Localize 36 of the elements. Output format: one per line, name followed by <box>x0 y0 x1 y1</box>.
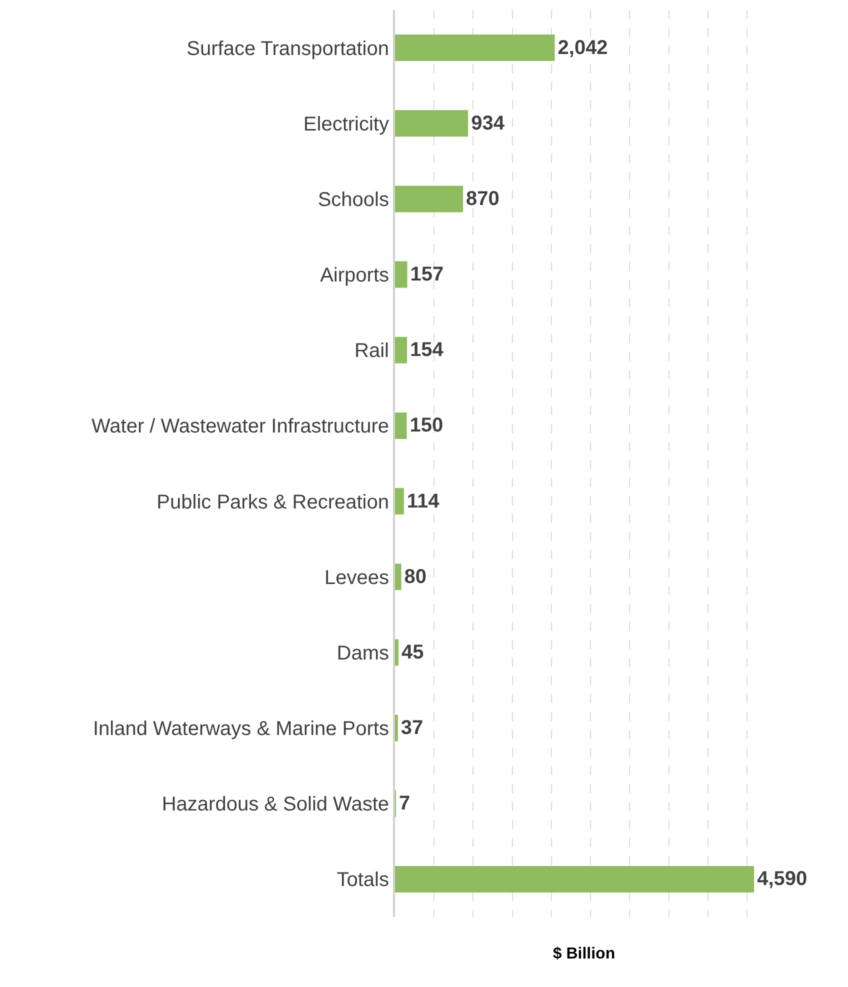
bar <box>395 110 468 137</box>
y-tick-label: Totals <box>336 869 389 892</box>
data-label: 4,590 <box>757 868 808 890</box>
y-tick-label: Inland Waterways & Marine Ports <box>92 718 389 740</box>
y-tick-label: Water / Wastewater Infrastructure <box>92 416 389 438</box>
bar <box>395 639 399 666</box>
data-label: 157 <box>410 264 444 286</box>
y-tick-label: Schools <box>318 188 389 211</box>
data-label: 37 <box>400 717 424 740</box>
y-tick-label: Levees <box>324 566 389 589</box>
data-label: 114 <box>406 490 440 512</box>
bar <box>395 488 404 515</box>
data-label: 45 <box>402 641 424 664</box>
bar <box>395 714 398 742</box>
x-axis-title: $ Billion <box>552 946 616 963</box>
data-label: 870 <box>466 188 500 210</box>
y-tick-label: Surface Transportation <box>186 38 389 60</box>
bar <box>395 261 408 288</box>
y-tick-label: Electricity <box>303 113 389 136</box>
data-label: 154 <box>410 339 444 362</box>
data-label: 2,042 <box>558 36 608 59</box>
data-label: 934 <box>471 112 506 134</box>
data-label: 150 <box>410 414 444 437</box>
bar <box>395 336 408 364</box>
y-tick-label: Airports <box>320 264 389 287</box>
y-tick-label: Rail <box>354 340 389 362</box>
bar <box>395 564 402 590</box>
y-tick-label: Dams <box>336 642 389 664</box>
y-tick-label: Public Parks & Recreation <box>156 491 389 514</box>
y-tick-label: Hazardous & Solid Waste <box>162 794 389 816</box>
bar <box>395 412 407 439</box>
bar <box>395 866 754 892</box>
bar <box>395 186 464 212</box>
data-label: 80 <box>404 566 427 588</box>
bar <box>395 34 555 62</box>
data-label: 7 <box>399 792 410 815</box>
